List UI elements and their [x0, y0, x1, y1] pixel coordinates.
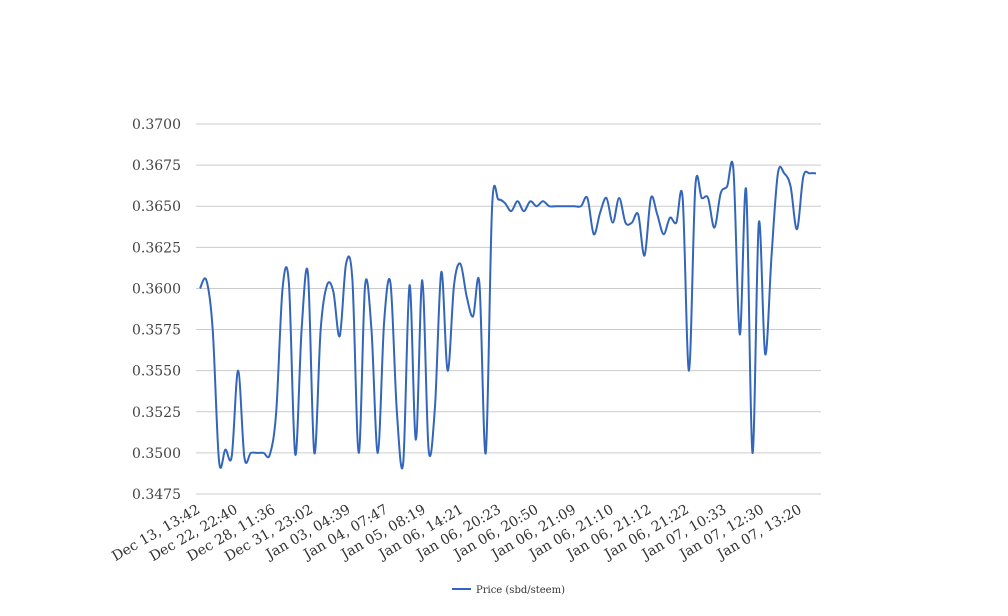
legend: Price (sbd/steem)	[452, 585, 565, 596]
y-axis-ticks: 0.3475 0.3500 0.3525 0.3550 0.3575 0.3600 0.36…	[132, 117, 181, 503]
series-layer	[199, 160, 817, 470]
y-tick-label: 0.3675	[132, 158, 181, 174]
y-tick-label: 0.3525	[132, 405, 181, 421]
y-tick-label: 0.3475	[132, 487, 181, 503]
y-tick-label: 0.3575	[132, 323, 181, 339]
series-line	[199, 160, 817, 470]
y-tick-label: 0.3700	[132, 117, 181, 133]
y-tick-label: 0.3625	[132, 240, 181, 256]
legend-label: Price (sbd/steem)	[476, 585, 565, 596]
y-tick-label: 0.3600	[132, 281, 181, 297]
y-tick-label: 0.3550	[132, 364, 181, 380]
y-tick-label: 0.3650	[132, 199, 181, 215]
y-tick-label: 0.3500	[132, 446, 181, 462]
